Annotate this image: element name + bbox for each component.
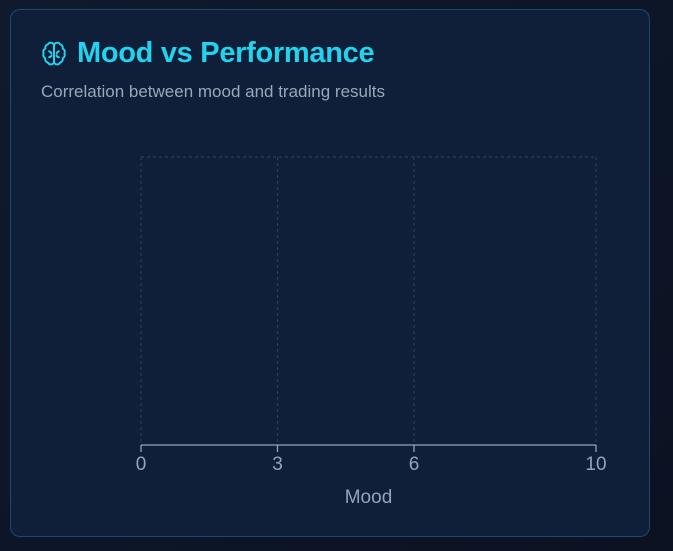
x-tick-label: 10 — [585, 454, 606, 475]
card-subtitle: Correlation between mood and trading res… — [41, 82, 385, 101]
x-tick-label: 6 — [409, 454, 420, 475]
x-axis: 0 3 6 10 — [136, 444, 607, 475]
x-axis-label: Mood — [345, 487, 393, 508]
mood-performance-card: Mood vs Performance Correlation between … — [10, 9, 650, 537]
x-tick-label: 0 — [136, 454, 147, 475]
card-title: Mood vs Performance — [77, 37, 375, 69]
card-header: Mood vs Performance — [41, 37, 375, 70]
x-tick-label: 3 — [272, 454, 283, 475]
chart-grid — [140, 156, 597, 445]
brain-icon — [42, 41, 66, 65]
